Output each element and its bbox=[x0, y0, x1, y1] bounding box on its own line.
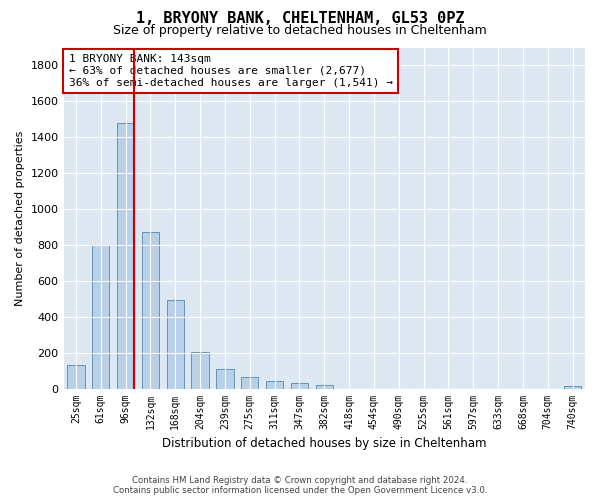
Bar bbox=[117, 123, 134, 388]
Bar bbox=[216, 369, 233, 388]
Bar bbox=[564, 386, 581, 388]
Bar bbox=[92, 245, 109, 388]
Bar bbox=[167, 300, 184, 388]
X-axis label: Distribution of detached houses by size in Cheltenham: Distribution of detached houses by size … bbox=[162, 437, 487, 450]
Bar bbox=[142, 232, 159, 388]
Text: 1 BRYONY BANK: 143sqm
← 63% of detached houses are smaller (2,677)
36% of semi-d: 1 BRYONY BANK: 143sqm ← 63% of detached … bbox=[69, 54, 393, 88]
Bar bbox=[316, 384, 333, 388]
Y-axis label: Number of detached properties: Number of detached properties bbox=[15, 130, 25, 306]
Text: Contains HM Land Registry data © Crown copyright and database right 2024.
Contai: Contains HM Land Registry data © Crown c… bbox=[113, 476, 487, 495]
Text: 1, BRYONY BANK, CHELTENHAM, GL53 0PZ: 1, BRYONY BANK, CHELTENHAM, GL53 0PZ bbox=[136, 11, 464, 26]
Bar bbox=[241, 377, 259, 388]
Bar bbox=[291, 383, 308, 388]
Text: Size of property relative to detached houses in Cheltenham: Size of property relative to detached ho… bbox=[113, 24, 487, 37]
Bar bbox=[67, 365, 85, 388]
Bar bbox=[191, 352, 209, 389]
Bar bbox=[266, 381, 283, 388]
